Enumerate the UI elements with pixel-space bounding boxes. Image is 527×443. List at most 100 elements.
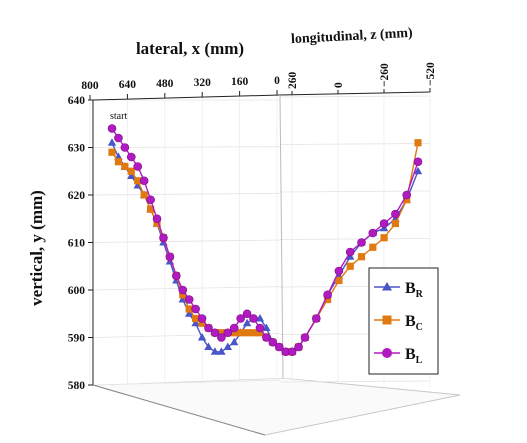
data-point	[262, 323, 271, 331]
data-point	[127, 152, 136, 162]
data-point	[413, 166, 423, 175]
data-point	[223, 342, 232, 350]
data-point	[368, 228, 378, 238]
data-point	[153, 219, 161, 228]
data-point	[237, 329, 245, 337]
y-tick-label: 580	[68, 380, 86, 392]
y-axis-label: vertical, y (mm)	[27, 190, 46, 306]
legend-item-C: BC	[374, 313, 423, 333]
data-point	[178, 285, 188, 295]
data-point	[379, 219, 389, 228]
legend-marker	[382, 348, 392, 358]
data-point	[133, 162, 143, 171]
data-point	[346, 262, 354, 270]
data-point	[127, 167, 135, 175]
data-point	[179, 291, 187, 299]
data-point	[210, 347, 220, 355]
legend-label: BR	[405, 280, 424, 300]
series-L	[107, 124, 423, 357]
data-point	[311, 314, 321, 323]
data-point	[323, 290, 332, 300]
data-point	[159, 233, 168, 243]
legend: BR BC BL	[368, 267, 439, 375]
data-point	[185, 309, 194, 317]
data-point	[120, 143, 130, 152]
data-point	[345, 247, 355, 257]
x-tick-label: 320	[194, 77, 212, 89]
data-point	[300, 333, 310, 342]
data-point	[256, 329, 264, 337]
data-point	[197, 333, 207, 341]
grid-line-y	[92, 379, 281, 386]
legend-box	[368, 267, 439, 375]
data-point	[391, 209, 400, 219]
x-tick-label: 640	[119, 79, 137, 91]
data-point	[335, 276, 343, 285]
grid-line-y	[92, 239, 281, 243]
data-point	[268, 337, 278, 347]
data-point	[197, 314, 207, 323]
data-point	[223, 328, 233, 338]
data-point	[204, 323, 213, 333]
data-point	[139, 176, 149, 186]
data-point	[236, 314, 245, 323]
data-point	[402, 190, 412, 200]
legend-label: BC	[405, 313, 423, 333]
data-point	[185, 305, 193, 313]
data-point	[210, 328, 220, 338]
data-point	[380, 234, 388, 242]
data-point	[230, 329, 238, 337]
legend-marker	[382, 282, 392, 291]
y-tick-label: 610	[68, 238, 86, 250]
data-point	[107, 138, 117, 146]
data-point	[262, 333, 271, 342]
x-axis-line	[92, 94, 281, 101]
data-point	[108, 148, 116, 156]
data-point	[229, 323, 239, 333]
x-tick-label: 800	[81, 80, 99, 92]
data-point	[146, 195, 155, 205]
y-tick-label: 590	[68, 333, 86, 345]
data-point	[217, 329, 225, 337]
data-point	[243, 329, 251, 337]
data-point	[114, 133, 123, 143]
grid-line-y-right	[279, 143, 431, 145]
y-tick-label: 600	[68, 285, 86, 297]
data-point	[294, 342, 303, 352]
data-point	[152, 214, 162, 224]
x-tick-label: 480	[156, 78, 174, 90]
data-point	[357, 253, 366, 261]
data-point	[324, 295, 332, 304]
data-point	[334, 266, 344, 276]
x-axis-label: lateral, x (mm)	[136, 39, 244, 58]
x-tick-label: 0	[274, 75, 280, 87]
data-point	[357, 238, 366, 247]
x-tick-label: 160	[231, 76, 249, 88]
data-point	[255, 323, 265, 333]
grid-line-y-right	[279, 238, 431, 240]
data-point	[191, 304, 200, 314]
data-point	[391, 219, 399, 228]
data-point	[403, 196, 411, 204]
data-point	[184, 295, 194, 304]
y-tick-label: 620	[68, 190, 86, 202]
legend-label: BL	[405, 346, 423, 366]
data-point	[369, 243, 377, 251]
data-point	[230, 337, 239, 346]
data-point	[191, 318, 200, 327]
data-point	[134, 177, 142, 185]
legend-item-L: BL	[374, 346, 423, 366]
data-point	[114, 158, 123, 166]
data-point	[217, 333, 226, 342]
y-tick-label: 640	[68, 95, 86, 107]
z-axis-line	[279, 91, 431, 96]
data-point	[249, 329, 258, 337]
data-point	[217, 347, 226, 355]
z-axis-label: longitudinal, z (mm)	[291, 26, 414, 47]
data-point	[242, 309, 252, 319]
legend-marker	[382, 315, 392, 325]
data-point	[147, 205, 155, 213]
data-point	[107, 124, 117, 133]
data-point	[274, 342, 284, 352]
